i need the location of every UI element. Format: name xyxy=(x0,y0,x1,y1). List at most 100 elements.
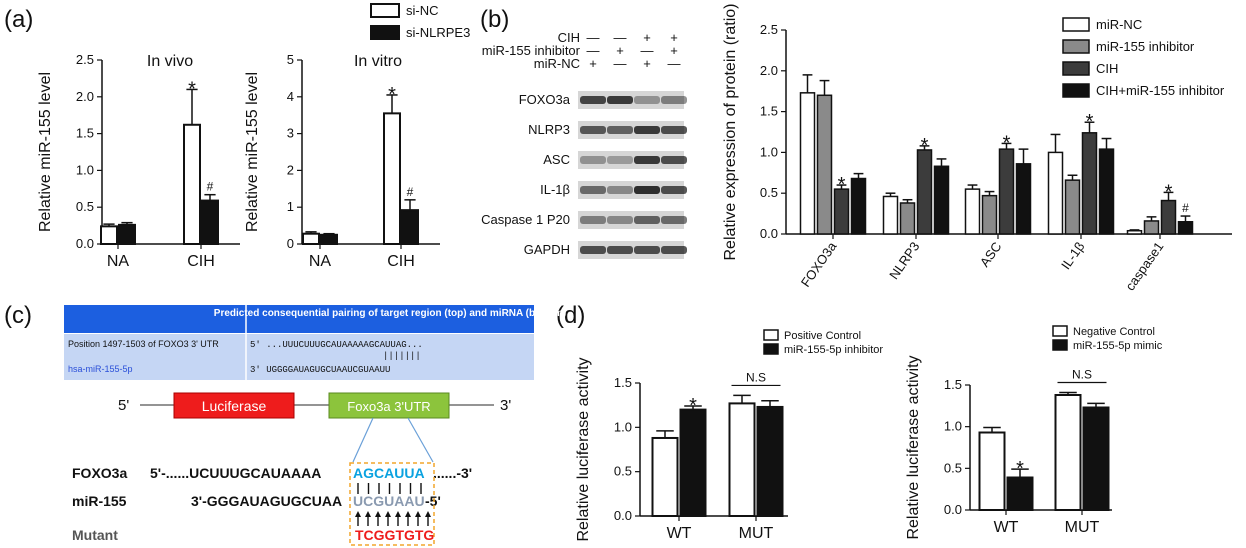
blot-band xyxy=(634,156,660,164)
legend-swatch-positive-control xyxy=(763,329,779,341)
table-header-text: Predicted consequential pairing of targe… xyxy=(214,308,566,319)
legend-label-si-nc: si-NC xyxy=(406,3,439,18)
y-tick-label: 1.5 xyxy=(614,375,632,390)
y-tick-label: 1.5 xyxy=(76,126,94,141)
y-tick-label: 2.0 xyxy=(760,63,778,78)
mutation-arrows xyxy=(355,511,431,526)
blot-strip xyxy=(578,151,684,169)
y-tick-label: 1.0 xyxy=(944,419,962,434)
mutant-seq: TCGGTGTG xyxy=(355,527,434,543)
x-tick-label-asc: ASC xyxy=(977,239,1005,270)
condition-label-mir-nc: miR-NC xyxy=(534,56,580,71)
x-tick-label-il-1: IL-1β xyxy=(1058,239,1087,272)
bar-si-nc-cih xyxy=(383,112,401,245)
y-tick-label: 0.5 xyxy=(760,185,778,200)
significance-star: * xyxy=(388,84,396,106)
ns-label: N.S xyxy=(746,370,766,384)
legend-label-mir-nc: miR-NC xyxy=(1096,17,1142,32)
y-tick-label: 1.5 xyxy=(760,104,778,119)
condition-mark: — xyxy=(668,56,681,71)
condition-mark: — xyxy=(587,43,600,58)
blot-band xyxy=(607,246,633,254)
ns-label: N.S xyxy=(1072,368,1092,382)
y-tick-label: 2.0 xyxy=(76,89,94,104)
legend-panel-d-left: Positive Control miR-155-5p inhibitor xyxy=(763,329,883,356)
foxo3a-seq-left: 5'-......UCUUUGCAUAAAA xyxy=(150,465,321,481)
bar-cih-mir-155-inhibitor-asc xyxy=(1015,163,1032,235)
condition-mark: + xyxy=(589,56,597,71)
table-row2-seq: 3' UGGGGAUAGUGCUAAUCGUAAUU xyxy=(250,365,390,375)
mutation-arrow-head xyxy=(405,511,411,517)
mutation-arrow-head xyxy=(355,511,361,517)
luciferase-label: Luciferase xyxy=(202,398,267,414)
table-row2-label: hsa-miR-155-5p xyxy=(68,364,133,374)
bar-cih-mir-155-inhibitor-foxo3a xyxy=(850,177,867,235)
y-tick-label: 5 xyxy=(287,52,294,67)
bar-cih-il-1 xyxy=(1081,132,1098,235)
bar-mir-155-5p-mimic-wt xyxy=(1006,476,1034,511)
legend-swatch-mimic xyxy=(1052,339,1068,351)
bar-mir-nc-asc xyxy=(964,188,981,235)
legend-label-inhibitor: miR-155-5p inhibitor xyxy=(784,344,883,356)
y-tick-label: 0.0 xyxy=(614,508,632,523)
bar-mir-nc-il-1 xyxy=(1047,151,1064,235)
panel-label-a: (a) xyxy=(4,6,33,33)
bar-mir-155-5p-mimic-mut xyxy=(1082,406,1110,511)
legend-swatch-negative-control xyxy=(1052,325,1068,337)
y-tick-label: 1.0 xyxy=(760,144,778,159)
bar-mir-155-inhibitor-nlrp3 xyxy=(899,202,916,235)
mutation-arrow-head xyxy=(425,511,431,517)
mutation-arrow-head xyxy=(385,511,391,517)
blot-band xyxy=(661,96,687,104)
chart-luciferase-inhibitor: 0.0 0.5 1.0 1.5 Relative luciferase activity… xyxy=(575,357,788,542)
band-label-asc: ASC xyxy=(543,152,570,167)
foxo3a-seed: AGCAUUA xyxy=(353,465,425,481)
blot-band xyxy=(580,246,606,254)
table-row1-seq: 5' ...UUUCUUUGCAUAAAAAGCAUUAG... xyxy=(250,340,423,350)
bar-mir-nc-foxo3a xyxy=(799,92,816,235)
legend-label-mir155-inhibitor: miR-155 inhibitor xyxy=(1096,39,1195,54)
bar-mir-nc-nlrp3 xyxy=(882,195,899,235)
blot-band xyxy=(580,126,606,134)
zoom-line-left xyxy=(352,417,374,463)
condition-mark: + xyxy=(616,43,624,58)
y-tick-label: 1.0 xyxy=(76,162,94,177)
mir155-seed: UCGUAAU xyxy=(353,493,425,509)
legend-label-positive-control: Positive Control xyxy=(784,330,861,342)
y-tick-label: 1.0 xyxy=(614,419,632,434)
bar-si-nc-cih xyxy=(183,123,201,245)
bar-cih-mir-155-inhibitor-nlrp3 xyxy=(933,165,950,235)
significance-hash: # xyxy=(207,180,214,194)
significance-star: * xyxy=(921,135,929,157)
blot-band xyxy=(607,126,633,134)
legend-label-negative-control: Negative Control xyxy=(1073,326,1155,338)
bar-negative-control-wt xyxy=(978,431,1006,511)
table-pair-lines: ||||||| xyxy=(383,351,421,361)
legend-label-mimic: miR-155-5p mimic xyxy=(1073,340,1163,352)
bar-cih-mir-155-inhibitor-caspase1 xyxy=(1177,221,1194,235)
table-row1-label: Position 1497-1503 of FOXO3 3' UTR xyxy=(68,339,219,349)
y-axis-label: Relative miR-155 level xyxy=(244,72,261,232)
legend-swatch-mir155-inhibitor xyxy=(1062,39,1090,54)
seed-dashed-box xyxy=(349,462,435,546)
blot-band xyxy=(661,156,687,164)
significance-star: * xyxy=(188,78,196,100)
bar-positive-control-mut xyxy=(728,402,756,518)
y-tick-label: 1 xyxy=(287,199,294,214)
legend-panel-d-right: Negative Control miR-155-5p mimic xyxy=(1052,325,1163,352)
bar-si-nlrpe3-cih xyxy=(401,209,419,245)
table-header-bg xyxy=(64,305,534,333)
bar-cih-caspase1 xyxy=(1160,199,1177,235)
chart-title: In vitro xyxy=(354,53,402,70)
bar-si-nc-na xyxy=(302,232,320,245)
band-label-foxo3a: FOXO3a xyxy=(519,92,571,107)
utr-box xyxy=(328,392,450,419)
panel-label-b: (b) xyxy=(480,6,509,33)
condition-label-mir-155-inhibitor: miR-155 inhibitor xyxy=(482,43,581,58)
legend-swatch-si-nc xyxy=(370,3,400,18)
legend-swatch-cih-inhibitor xyxy=(1062,83,1090,98)
blot-band xyxy=(661,186,687,194)
bar-negative-control-mut xyxy=(1054,394,1082,511)
construct-3prime: 3' xyxy=(500,397,511,414)
y-tick-label: 0.0 xyxy=(760,226,778,241)
